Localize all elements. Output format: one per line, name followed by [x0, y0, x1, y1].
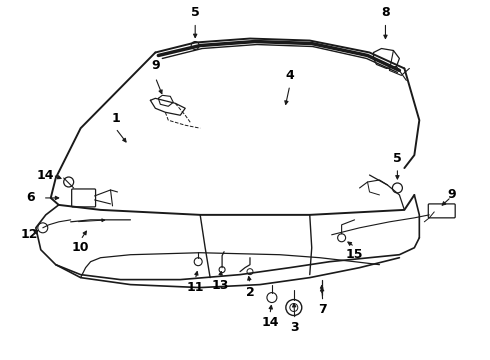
Text: 3: 3	[291, 321, 299, 334]
Text: 12: 12	[20, 228, 38, 241]
Text: 5: 5	[393, 152, 402, 165]
Text: 9: 9	[151, 59, 160, 72]
Text: 10: 10	[72, 241, 89, 254]
Text: 9: 9	[447, 188, 456, 202]
Text: 6: 6	[26, 192, 35, 204]
Text: 4: 4	[286, 69, 294, 82]
Text: 14: 14	[37, 168, 54, 181]
Text: 13: 13	[211, 279, 229, 292]
Text: 15: 15	[346, 248, 363, 261]
Text: 7: 7	[318, 303, 327, 316]
Text: 14: 14	[261, 316, 279, 329]
Text: 11: 11	[186, 281, 204, 294]
Text: 1: 1	[111, 112, 120, 125]
Text: 8: 8	[381, 6, 390, 19]
Text: 2: 2	[245, 286, 254, 299]
Text: 5: 5	[191, 6, 199, 19]
